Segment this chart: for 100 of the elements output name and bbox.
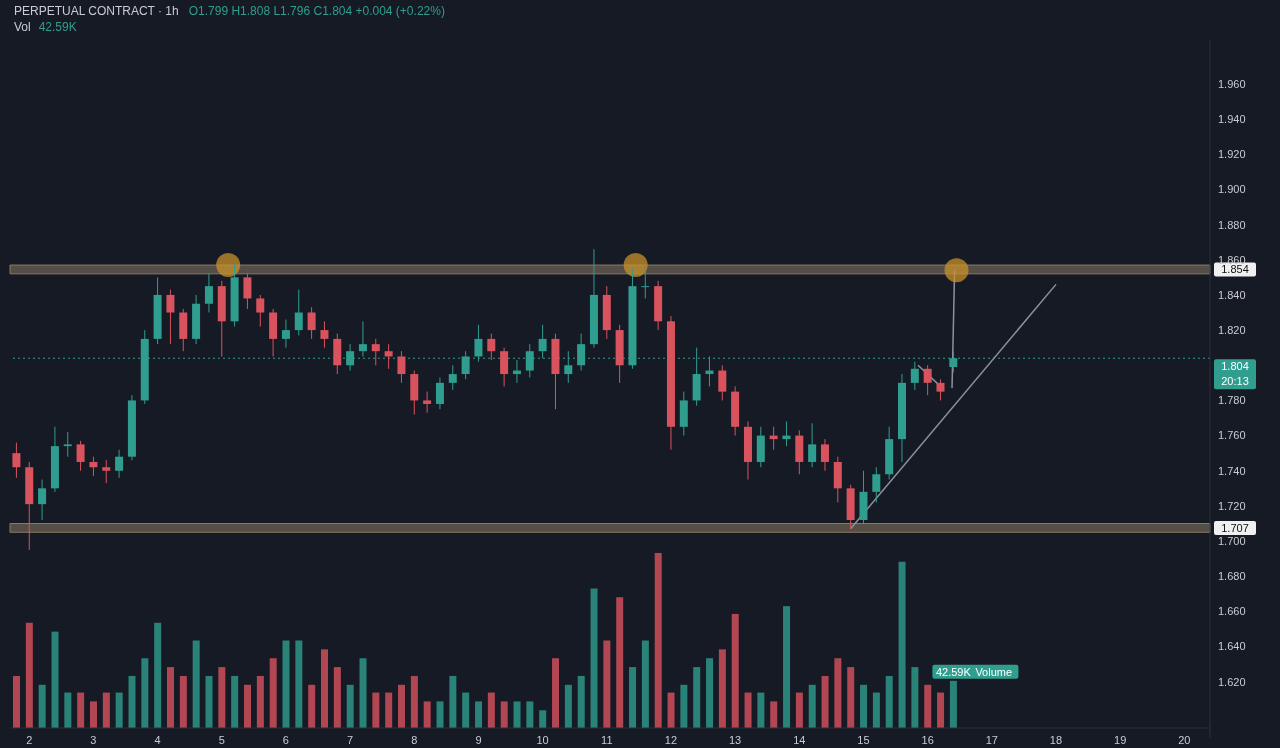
x-tick-label: 17 [985,733,998,746]
bar [410,675,418,728]
bar [808,684,816,728]
y-tick-label: 1.640 [1218,640,1246,653]
y-tick-label: 1.780 [1218,394,1246,407]
bar [924,684,932,728]
candlestick [820,438,829,472]
bar [346,684,354,728]
candlestick [461,350,470,380]
ref-line-label: 1.804 [1221,360,1249,373]
bar [115,692,123,728]
bar [552,658,560,728]
text: 20:13 [1221,375,1249,388]
bar [359,658,367,728]
y-tick-label: 1.620 [1218,675,1246,688]
candlestick [76,440,85,472]
x-tick-label: 3 [90,733,97,746]
x-tick-label: 15 [857,733,870,746]
bar [398,684,406,728]
x-tick-label: 12 [664,733,678,746]
y-tick-label: 1.900 [1218,183,1246,196]
y-tick-label: 1.920 [1218,148,1246,161]
candlestick [166,289,175,345]
data-label: 42.59K [935,665,972,678]
bar [179,675,187,728]
bar [539,710,547,728]
bar [770,701,778,728]
bar [885,675,893,728]
bar [898,561,906,728]
candlestick [358,320,367,357]
bar [872,692,880,728]
candlestick [294,289,303,336]
bar [744,692,752,728]
bar [564,684,572,728]
bar [282,640,290,728]
chart-subtitle: O1.799 H1.808 L1.796 C1.804 +0.004 (+0.22%) [188,4,445,18]
candlestick [12,442,21,479]
x-tick-label: 19 [1114,733,1127,746]
bar [718,649,726,728]
bar [269,658,277,728]
y-tick-label: 1.760 [1218,429,1246,442]
candlestick [718,364,727,401]
y-tick-label: 1.700 [1218,534,1246,547]
x-tick-label: 14 [793,733,806,746]
bar [500,701,508,728]
x-tick-label: 9 [475,733,482,746]
chart-title: PERPETUAL CONTRACT · 1h [14,4,179,18]
x-tick-label: 8 [411,733,418,746]
candlestick [923,364,932,396]
bar [90,701,98,728]
candlestick [641,264,650,299]
bar [385,692,393,728]
bar [937,692,945,728]
y-tick-label: 1.820 [1218,324,1246,337]
candlestick [487,333,496,361]
candlestick [384,343,393,370]
bar [167,667,175,728]
x-tick-label: 18 [1049,733,1063,746]
bar [244,684,252,728]
bar [577,675,585,728]
bar [308,684,316,728]
bar [911,667,919,728]
bar [949,680,957,728]
bar [205,675,213,728]
bar [154,622,162,728]
bar [795,692,803,728]
candlestick [38,479,47,521]
bar [475,701,483,728]
x-tick-label: 7 [347,733,354,746]
y-tick-label: 1.880 [1218,218,1246,231]
candlestick [63,431,72,458]
chart-subtitle: 42.59K [38,20,77,34]
bar [616,597,624,728]
candlestick [500,347,509,387]
series-label: Volume [975,665,1013,678]
y-tick-label: 1.660 [1218,605,1246,618]
bar [590,588,598,728]
x-tick-label: 11 [601,733,613,746]
bar [231,675,239,728]
bar [667,692,675,728]
y-tick-label: 1.960 [1218,77,1246,90]
bar [693,667,701,728]
y-tick-label: 1.740 [1218,464,1246,477]
candlestick [371,338,380,366]
bar [423,701,431,728]
chart-title: Vol [14,20,31,34]
bar [436,701,444,728]
bar [757,692,765,728]
candlestick [423,391,432,414]
bar [218,667,226,728]
bar [192,640,200,728]
bar [680,684,688,728]
bar [449,675,457,728]
bar [783,606,791,728]
bar [64,692,72,728]
bar [847,667,855,728]
candlestick [281,319,290,349]
candlestick [577,333,586,372]
candlestick [115,449,124,479]
bar [256,675,264,728]
